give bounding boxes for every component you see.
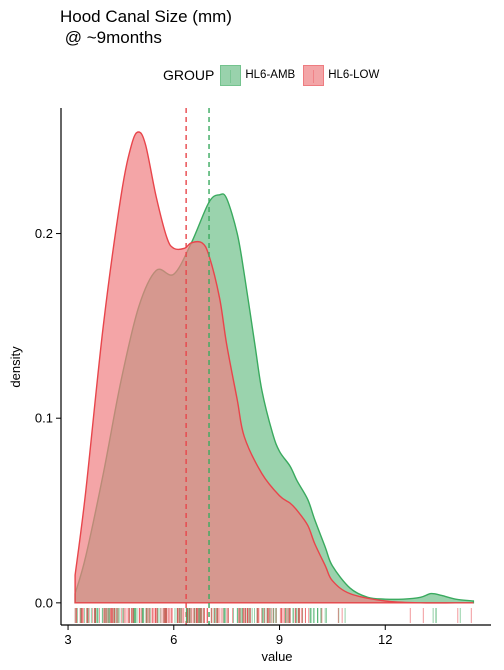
legend: GROUP HL6-AMB HL6-LOW: [163, 62, 387, 88]
x-tick-label: 12: [378, 632, 392, 647]
x-tick-label: 9: [276, 632, 283, 647]
density-areas: [74, 131, 475, 604]
rug-hl6-low: [74, 608, 472, 623]
legend-label-hl6-amb: HL6-AMB: [245, 69, 296, 81]
x-tick-label: 6: [170, 632, 177, 647]
y-axis-ticks: 0.0 0.1 0.2: [35, 226, 61, 610]
y-tick-label: 0.0: [35, 595, 53, 610]
density-area-hl6-low: [74, 131, 474, 604]
legend-label-hl6-low: HL6-LOW: [328, 69, 380, 81]
x-axis-ticks: 3 6 9 12: [64, 625, 392, 647]
legend-key-hl6-low: [303, 64, 325, 86]
x-tick-label: 3: [64, 632, 71, 647]
legend-key-hl6-amb: [220, 64, 242, 86]
y-tick-label: 0.2: [35, 226, 53, 241]
y-axis-title: density: [8, 346, 23, 388]
legend-title: GROUP: [163, 67, 215, 83]
x-axis-title: value: [261, 649, 292, 664]
rug-marks: [74, 608, 472, 623]
chart-title: Hood Canal Size (mm) @ ~9months: [60, 7, 232, 47]
y-tick-label: 0.1: [35, 411, 53, 426]
